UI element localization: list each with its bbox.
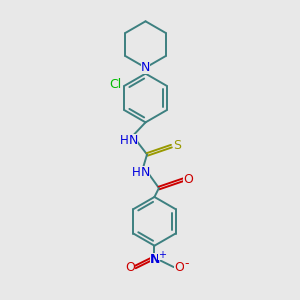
Text: H: H	[120, 134, 129, 147]
Text: O: O	[174, 261, 184, 274]
Text: N: N	[128, 134, 138, 147]
Text: Cl: Cl	[109, 78, 121, 91]
Text: S: S	[173, 139, 181, 152]
Text: H: H	[132, 167, 141, 179]
Text: N: N	[140, 167, 150, 179]
Text: O: O	[125, 261, 135, 274]
Text: N: N	[141, 61, 150, 74]
Text: O: O	[183, 172, 193, 186]
Text: -: -	[184, 257, 188, 270]
Text: +: +	[158, 250, 166, 260]
Text: N: N	[150, 253, 160, 266]
